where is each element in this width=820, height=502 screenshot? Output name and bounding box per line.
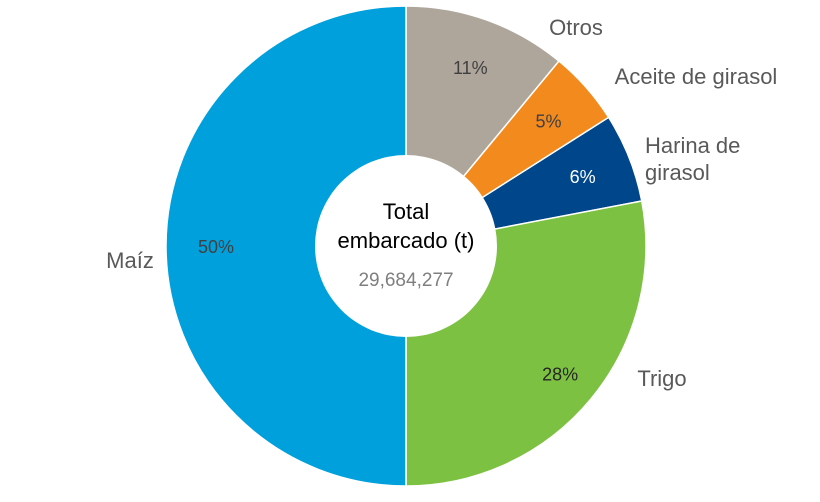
center-title-line-1: Total (383, 199, 429, 224)
center-total-value: 29,684,277 (358, 270, 453, 291)
center-title-line-2: embarcado (t) (338, 228, 475, 253)
category-label-group: Otros Aceite de girasol Harina de girasol Tr… (106, 15, 777, 391)
category-label: Trigo (637, 366, 686, 391)
percent-label: 50% (198, 237, 234, 257)
percent-label: 6% (570, 167, 596, 187)
category-label: Aceite de girasol (615, 64, 778, 89)
percent-label: 5% (536, 111, 562, 131)
category-label: Harina de girasol (645, 133, 740, 185)
slice-maíz (165, 5, 407, 487)
percent-label: 11% (453, 58, 488, 78)
category-label: Otros (549, 15, 603, 40)
percent-label-group: 11% 5% 6% 28% 50% (198, 58, 596, 384)
category-label: Maíz (106, 248, 154, 273)
donut-hole (315, 155, 497, 337)
percent-label: 28% (542, 364, 578, 384)
